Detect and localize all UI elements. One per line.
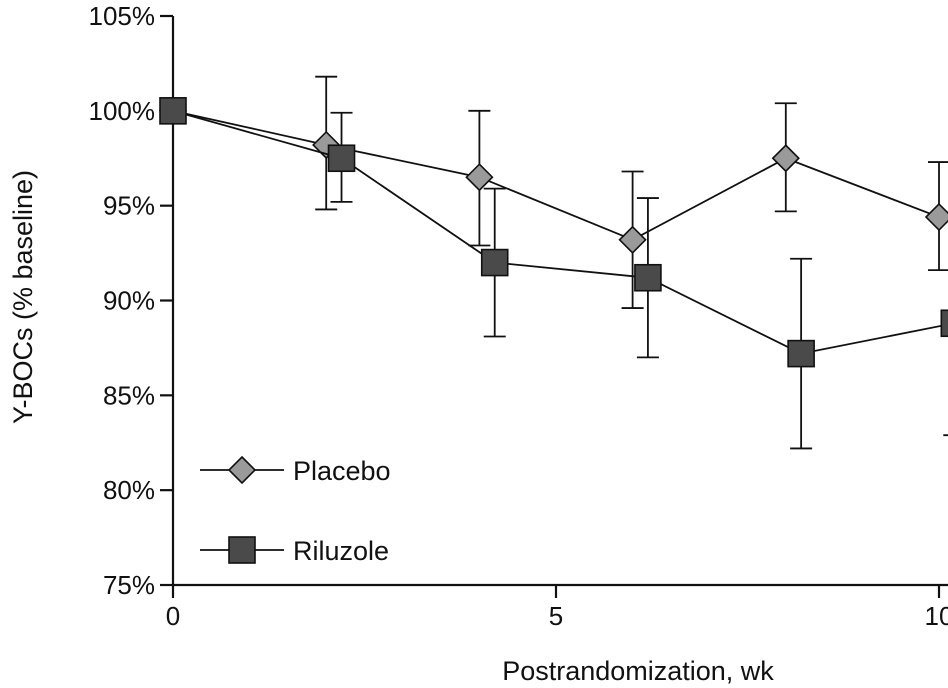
y-tick-label: 85% xyxy=(103,380,155,410)
data-point-placebo xyxy=(924,202,948,232)
legend-marker-riluzole xyxy=(228,536,256,564)
data-point-riluzole xyxy=(634,263,662,292)
series-line xyxy=(172,109,948,355)
series-riluzole xyxy=(159,97,948,450)
x-tick-label: 0 xyxy=(166,601,180,631)
y-tick-label: 100% xyxy=(89,96,156,126)
y-tick-label: 95% xyxy=(103,191,155,221)
y-tick-label: 80% xyxy=(103,475,155,505)
data-point-placebo xyxy=(465,163,494,192)
data-point-riluzole xyxy=(159,97,187,125)
series-line xyxy=(172,109,940,241)
y-tick-label: 90% xyxy=(103,286,155,316)
data-point-placebo xyxy=(771,144,800,173)
legend-label-placebo: Placebo xyxy=(293,456,391,486)
x-tick-label: 10 xyxy=(925,601,948,631)
legend-label-riluzole: Riluzole xyxy=(293,536,389,566)
axes: 75% 80% 85% 90% 95% 100% 105% 0 5 10 xyxy=(89,1,948,631)
data-point-riluzole xyxy=(480,248,509,277)
series-placebo xyxy=(158,75,948,309)
x-axis-label: Postrandomization, wk xyxy=(502,656,774,686)
data-point-riluzole xyxy=(787,339,815,368)
y-tick-label: 75% xyxy=(103,570,155,600)
x-tick-label: 5 xyxy=(549,601,563,631)
legend-marker-placebo xyxy=(227,455,257,485)
y-tick-label: 105% xyxy=(89,1,156,31)
legend-item-riluzole: Riluzole xyxy=(200,536,389,566)
data-point-placebo xyxy=(618,225,647,254)
series-layer xyxy=(158,75,948,450)
y-axis-label: Y-BOCs (% baseline) xyxy=(8,170,38,424)
legend-item-placebo: Placebo xyxy=(200,455,391,486)
legend: Placebo Riluzole xyxy=(200,455,391,566)
data-point-riluzole xyxy=(940,309,948,338)
data-point-riluzole xyxy=(327,144,356,173)
